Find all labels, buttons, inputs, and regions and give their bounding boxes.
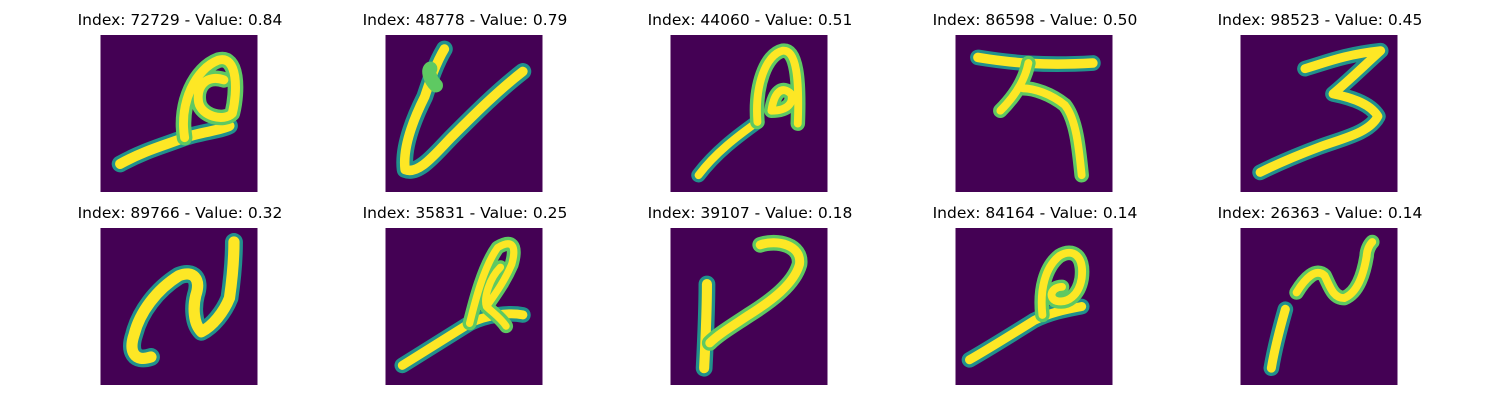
panel-title: Index: 84164 - Value: 0.14 — [932, 204, 1138, 222]
panel-2: Index: 48778 - Value: 0.79 — [335, 10, 595, 200]
digit-image — [385, 35, 543, 192]
panel-8: Index: 39107 - Value: 0.18 — [620, 203, 880, 393]
panel-9: Index: 84164 - Value: 0.14 — [905, 203, 1165, 393]
digit-image — [670, 228, 828, 385]
digit-image — [670, 35, 828, 192]
panel-title: Index: 86598 - Value: 0.50 — [932, 11, 1138, 29]
panel-title: Index: 72729 - Value: 0.84 — [77, 11, 283, 29]
panel-7: Index: 35831 - Value: 0.25 — [335, 203, 595, 393]
digit-image — [955, 228, 1113, 385]
digit-image — [955, 35, 1113, 192]
digit-image — [100, 35, 258, 192]
panel-title: Index: 26363 - Value: 0.14 — [1217, 204, 1423, 222]
panel-title: Index: 89766 - Value: 0.32 — [77, 204, 283, 222]
panel-title: Index: 39107 - Value: 0.18 — [647, 204, 853, 222]
digit-image — [385, 228, 543, 385]
panel-title: Index: 98523 - Value: 0.45 — [1217, 11, 1423, 29]
panel-5: Index: 98523 - Value: 0.45 — [1190, 10, 1450, 200]
panel-4: Index: 86598 - Value: 0.50 — [905, 10, 1165, 200]
digit-image — [1240, 228, 1398, 385]
panel-title: Index: 44060 - Value: 0.51 — [647, 11, 853, 29]
panel-6: Index: 89766 - Value: 0.32 — [50, 203, 310, 393]
panel-title: Index: 35831 - Value: 0.25 — [362, 204, 568, 222]
panel-3: Index: 44060 - Value: 0.51 — [620, 10, 880, 200]
panel-1: Index: 72729 - Value: 0.84 — [50, 10, 310, 200]
digit-image — [100, 228, 258, 385]
panel-10: Index: 26363 - Value: 0.14 — [1190, 203, 1450, 393]
digit-image — [1240, 35, 1398, 192]
panel-title: Index: 48778 - Value: 0.79 — [362, 11, 568, 29]
